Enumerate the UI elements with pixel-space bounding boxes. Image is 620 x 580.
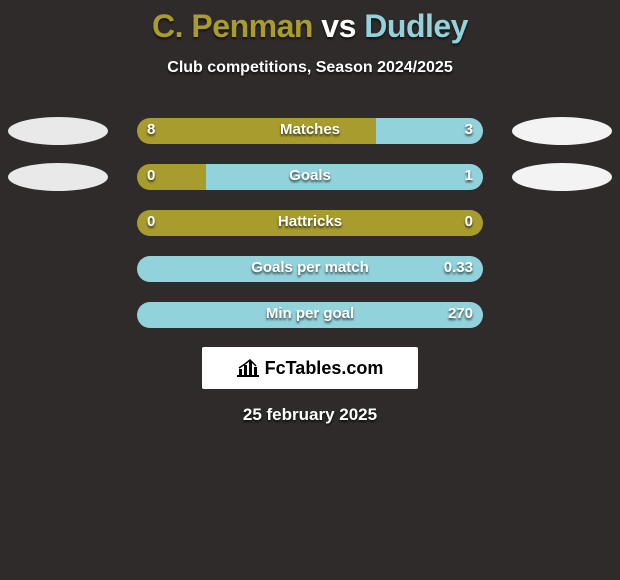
stat-value-right: 0: [465, 213, 473, 230]
stat-value-left: 8: [147, 121, 155, 138]
stat-value-left: 0: [147, 213, 155, 230]
stat-bar: Min per goal270: [137, 302, 483, 328]
date-text: 25 february 2025: [0, 405, 620, 425]
comparison-title: C. Penman vs Dudley: [0, 0, 620, 45]
team-badge-left: [8, 163, 108, 191]
stat-label: Matches: [137, 121, 483, 138]
stat-row: Goals per match0.33: [0, 255, 620, 283]
team-badge-left: [8, 117, 108, 145]
stat-label: Min per goal: [137, 305, 483, 322]
bar-chart-icon: [237, 359, 259, 377]
stat-value-right: 270: [448, 305, 473, 322]
stat-value-left: 0: [147, 167, 155, 184]
stat-row: Matches8 3: [0, 117, 620, 145]
team-badge-right: [512, 117, 612, 145]
player2-name: Dudley: [364, 8, 468, 44]
stat-bar: Hattricks0 0: [137, 210, 483, 236]
stat-value-right: 3: [465, 121, 473, 138]
stat-bar: Matches8 3: [137, 118, 483, 144]
stats-panel: Matches83Goals01Hattricks00Goals per mat…: [0, 117, 620, 329]
subtitle: Club competitions, Season 2024/2025: [0, 59, 620, 77]
stat-bar: Goals per match0.33: [137, 256, 483, 282]
stat-label: Hattricks: [137, 213, 483, 230]
brand-text: FcTables.com: [265, 358, 384, 379]
team-badge-right: [512, 163, 612, 191]
vs-text: vs: [321, 8, 356, 44]
stat-row: Hattricks0 0: [0, 209, 620, 237]
stat-row: Min per goal270: [0, 301, 620, 329]
stat-row: Goals0 1: [0, 163, 620, 191]
stat-bar: Goals0 1: [137, 164, 483, 190]
stat-label: Goals: [137, 167, 483, 184]
brand-box[interactable]: FcTables.com: [202, 347, 418, 389]
stat-label: Goals per match: [137, 259, 483, 276]
player1-name: C. Penman: [152, 8, 313, 44]
stat-value-right: 1: [465, 167, 473, 184]
stat-value-right: 0.33: [444, 259, 473, 276]
